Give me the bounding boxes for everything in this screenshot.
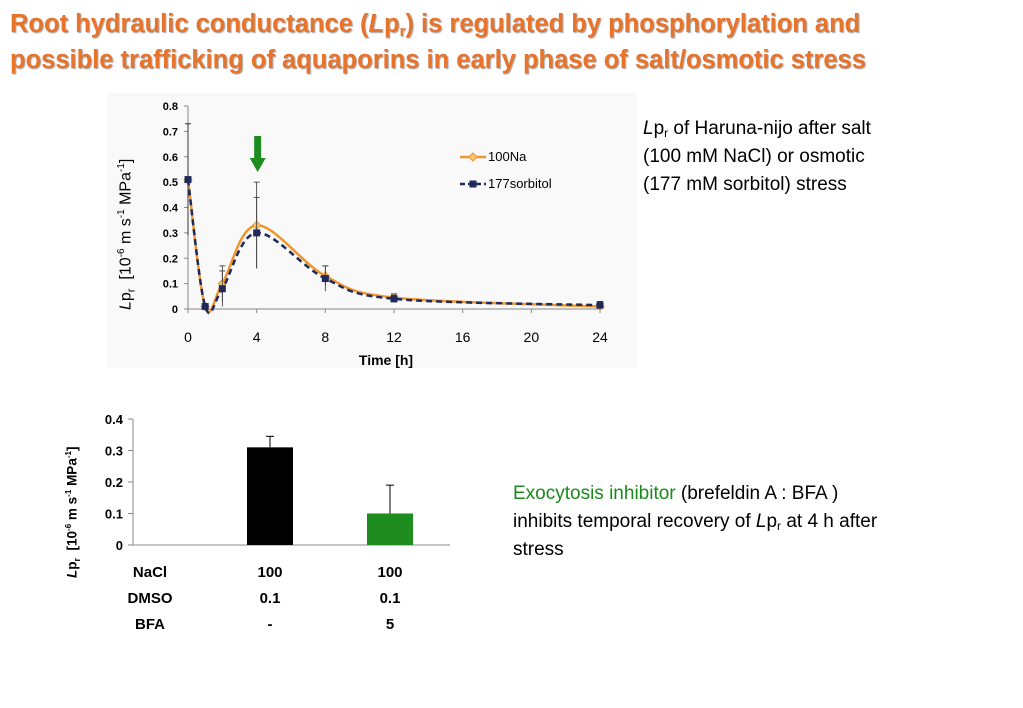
lc-x-tick-label: 20 (524, 329, 540, 345)
desc2-highlight: Exocytosis inhibitor (513, 483, 676, 504)
bc-ylabel-exp3: -1 (64, 451, 73, 459)
lc-ylabel-exp2: -1 (116, 209, 127, 219)
line-chart-description: Lpr of Haruna-nijo after salt (100 mM Na… (643, 115, 871, 199)
bc-table-cell: 100 (257, 564, 282, 581)
lc-legend-marker (468, 152, 478, 162)
bc-ylabel-unit: MPa (64, 458, 80, 490)
bc-y-tick-label: 0.2 (105, 475, 123, 490)
desc2-rest1: (brefeldin A : BFA ) (675, 483, 839, 504)
lc-ylabel-exp3: -1 (116, 163, 127, 172)
lc-y-tick-label: 0.6 (163, 152, 178, 164)
lc-y-tick-label: 0 (172, 304, 178, 316)
bc-ylabel-mid: m s (64, 496, 80, 524)
bc-bar (367, 513, 413, 545)
lc-x-tick-label: 16 (455, 329, 471, 345)
desc2-italic-l: L (755, 511, 767, 532)
bc-ylabel-l: L (64, 569, 80, 578)
bc-y-tick-label: 0 (116, 538, 123, 553)
desc1-sub: r (664, 126, 669, 140)
lc-ylabel-pre: [10 (117, 257, 135, 280)
desc1-p: p (653, 118, 665, 139)
lc-legend-label: 177sorbitol (488, 176, 552, 191)
desc1-italic-l: L (643, 118, 654, 139)
bc-bar (247, 447, 293, 545)
bc-table-row-label: BFA (135, 616, 165, 633)
lc-x-tick-label: 24 (592, 329, 608, 345)
desc2-line-2: inhibits temporal recovery of Lpr at 4 h… (513, 508, 877, 536)
bar-chart-y-label: Lpr [10-6 m s-1 MPa-1] (60, 447, 86, 578)
bc-ylabel-p: p (64, 561, 80, 570)
line-chart-background (107, 93, 637, 368)
bc-ylabel-exp1: -6 (64, 523, 73, 531)
lc-ylabel-unit: MPa (117, 172, 135, 210)
desc1-line-3: (177 mM sorbitol) stress (643, 174, 847, 195)
title-line-1: Root hydraulic conductance (Lpr) is regu… (10, 6, 1015, 42)
time-course-line-chart: 0 0.1 0.2 0.3 0.4 0.5 0.6 0.7 0.8 0 4 8 12 16 20 24 Time… (107, 93, 637, 368)
bc-table-cell: 0.1 (380, 590, 401, 607)
slide-title: Root hydraulic conductance (Lpr) is regu… (10, 6, 1015, 78)
lc-y-tick-label: 0.1 (163, 279, 178, 291)
bc-table-row-label: DMSO (128, 590, 173, 607)
desc1-line-1: Lpr of Haruna-nijo after salt (643, 115, 871, 143)
lc-ylabel-exp1: -6 (116, 248, 127, 258)
desc2-line-1: Exocytosis inhibitor (brefeldin A : BFA … (513, 480, 877, 508)
lc-ylabel-sub: r (125, 288, 138, 293)
desc2-p: p (766, 511, 778, 532)
lc-y-tick-label: 0.7 (163, 126, 178, 138)
lc-x-tick-label: 0 (184, 329, 192, 345)
lc-x-tick-label: 12 (386, 329, 402, 345)
desc1-rest: of Haruna-nijo after salt (668, 118, 871, 139)
lc-arrow-shaft (254, 136, 262, 160)
lc-point-177sorbitol (253, 229, 261, 237)
title-p: p (384, 10, 400, 38)
bfa-bar-chart: 0 0.1 0.2 0.3 0.4 NaCl 100 100 DMSO 0.1 0.1 BFA - 5 (105, 412, 450, 633)
title-italic-l: L (368, 10, 385, 38)
bc-y-tick-label: 0.4 (105, 412, 124, 427)
lc-y-tick-label: 0.5 (163, 177, 178, 189)
bc-table-cell: 0.1 (260, 590, 281, 607)
desc2-line2b: at 4 h after (781, 511, 878, 532)
bc-y-tick-label: 0.3 (105, 444, 123, 459)
lc-x-axis-label: Time [h] (359, 352, 413, 368)
lc-y-tick-label: 0.3 (163, 228, 178, 240)
lc-y-tick-label: 0.2 (163, 253, 178, 265)
bc-table-cell: 100 (377, 564, 402, 581)
bc-ylabel-exp2: -1 (64, 489, 73, 497)
title-text-1: Root hydraulic conductance ( (10, 10, 369, 38)
title-text-2: ) is regulated by phosphorylation and (405, 10, 861, 38)
lc-y-tick-label: 0.4 (163, 203, 179, 215)
lc-point-177sorbitol (596, 301, 604, 309)
lc-point-177sorbitol (218, 285, 226, 293)
line-chart-y-label: Lpr [10-6 m s-1 MPa-1] (112, 159, 142, 310)
bc-ylabel-close: ] (64, 446, 80, 452)
title-sub-r: r (399, 23, 406, 40)
lc-legend-marker (469, 180, 477, 188)
lc-point-177sorbitol (184, 176, 192, 184)
lc-point-177sorbitol (321, 275, 329, 283)
bc-ylabel-sub: r (72, 557, 83, 562)
desc2-line2a: inhibits temporal recovery of (513, 511, 756, 532)
lc-point-177sorbitol (390, 295, 398, 303)
bc-table-cell: - (268, 616, 273, 633)
bc-ylabel-pre: [10 (64, 530, 80, 551)
lc-x-tick-label: 4 (253, 329, 261, 345)
lc-ylabel-mid: m s (117, 218, 135, 249)
lc-y-tick-label: 0.8 (163, 101, 178, 113)
lc-ylabel-p: p (117, 292, 135, 302)
bar-chart-description: Exocytosis inhibitor (brefeldin A : BFA … (513, 480, 877, 564)
bc-table-row-label: NaCl (133, 564, 167, 581)
lc-ylabel-close: ] (117, 158, 135, 164)
lc-legend-label: 100Na (488, 149, 527, 164)
bc-y-tick-label: 0.1 (105, 507, 123, 522)
lc-ylabel-l: L (117, 301, 135, 310)
desc2-line-3: stress (513, 539, 564, 560)
title-line-2: possible trafficking of aquaporins in ea… (10, 46, 866, 74)
lc-point-177sorbitol (201, 302, 209, 310)
desc1-line-2: (100 mM NaCl) or osmotic (643, 146, 865, 167)
bc-table-cell: 5 (386, 616, 394, 633)
lc-x-tick-label: 8 (321, 329, 329, 345)
down-arrow-icon (249, 158, 266, 172)
desc2-sub: r (777, 519, 782, 533)
